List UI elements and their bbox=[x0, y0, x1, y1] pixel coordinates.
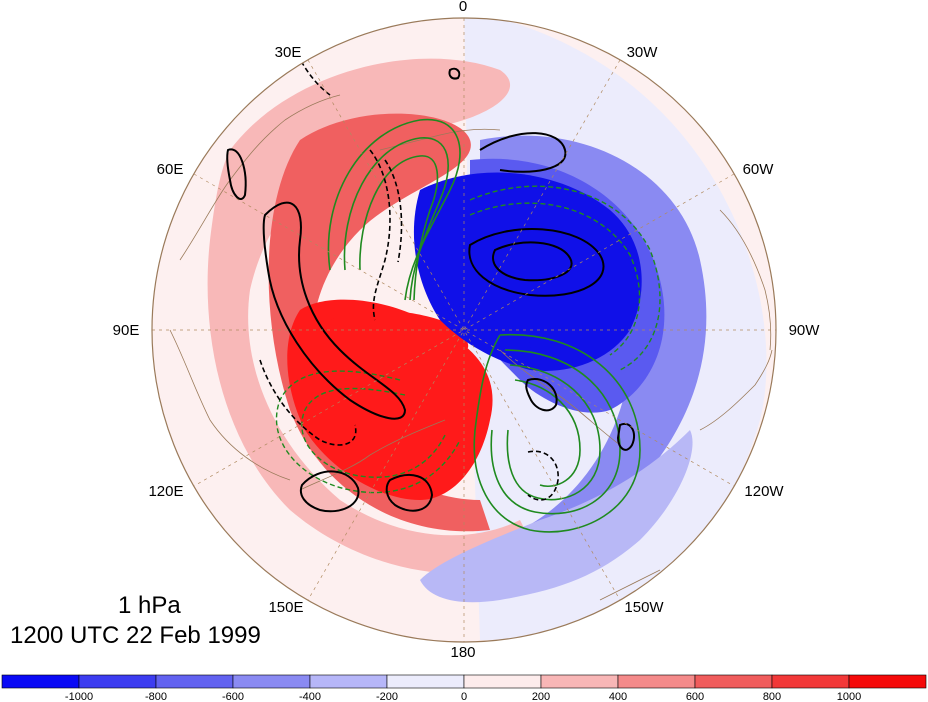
lon-label-150w: 150W bbox=[624, 599, 664, 616]
black-dashed-contours bbox=[259, 39, 559, 501]
lon-label-60w: 60W bbox=[743, 161, 775, 178]
title-date: 1200 UTC 22 Feb 1999 bbox=[10, 622, 261, 649]
green-contours bbox=[327, 118, 641, 533]
lon-label-120e: 120E bbox=[148, 483, 183, 500]
lon-label-180: 180 bbox=[450, 644, 475, 661]
globe-outline bbox=[151, 17, 777, 643]
lon-label-120w: 120W bbox=[744, 483, 784, 500]
title-level: 1 hPa bbox=[118, 592, 181, 619]
colorbar-bin bbox=[540, 674, 619, 689]
graticule bbox=[152, 18, 776, 642]
lon-label-60e: 60E bbox=[157, 161, 184, 178]
colorbar-tick-label: -1000 bbox=[65, 691, 93, 702]
lon-label-0: 0 bbox=[459, 0, 467, 15]
colorbar-bin bbox=[848, 674, 927, 689]
lon-label-30w: 30W bbox=[627, 44, 659, 61]
colorbar-tick-label: -400 bbox=[299, 691, 321, 702]
longitude-labels: 0 30W 60W 90W 120W 150W 180 150E 120E 90… bbox=[113, 0, 821, 661]
field-weak-negative bbox=[480, 135, 707, 533]
lon-label-150e: 150E bbox=[268, 599, 303, 616]
colorbar-bin bbox=[463, 674, 542, 689]
lon-label-30e: 30E bbox=[275, 44, 302, 61]
colorbar-tick-label: 1000 bbox=[837, 691, 861, 702]
colorbar-tick-label: 800 bbox=[763, 691, 781, 702]
colorbar-tick-label: -200 bbox=[376, 691, 398, 702]
shaded-field bbox=[152, 18, 776, 642]
colorbar-bin bbox=[309, 674, 388, 689]
colorbar-tick-label: -600 bbox=[222, 691, 244, 702]
colorbar-bin bbox=[1, 674, 80, 689]
colorbar-bin bbox=[155, 674, 234, 689]
colorbar-bin bbox=[232, 674, 311, 689]
colorbar: -1000 -800 -600 -400 -200 0 200 400 600 800 1000 bbox=[1, 674, 927, 702]
colorbar-bin bbox=[694, 674, 773, 689]
colorbar-tick-label: 0 bbox=[461, 691, 467, 702]
colorbar-bin bbox=[78, 674, 157, 689]
colorbar-bin bbox=[386, 674, 465, 689]
colorbar-tick-label: -800 bbox=[145, 691, 167, 702]
lon-label-90e: 90E bbox=[113, 322, 140, 339]
colorbar-bin bbox=[771, 674, 850, 689]
green-dashed-contours bbox=[275, 185, 661, 494]
colorbar-bin bbox=[617, 674, 696, 689]
colorbar-tick-label: 200 bbox=[532, 691, 550, 702]
colorbar-tick-label: 400 bbox=[609, 691, 627, 702]
black-contours bbox=[226, 67, 636, 513]
colorbar-tick-label: 600 bbox=[686, 691, 704, 702]
lon-label-90w: 90W bbox=[789, 322, 821, 339]
